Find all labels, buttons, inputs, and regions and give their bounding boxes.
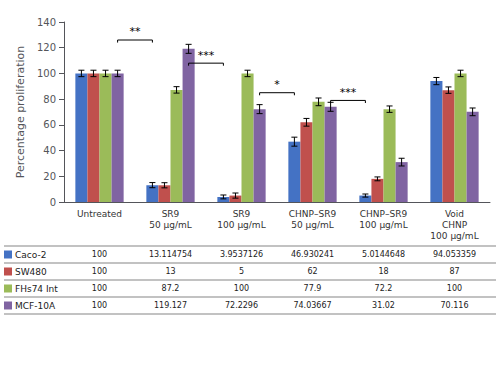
svg-text:72.2296: 72.2296 — [225, 301, 258, 310]
svg-text:MCF-10A: MCF-10A — [15, 301, 56, 311]
svg-text:100: 100 — [37, 68, 56, 79]
svg-text:87.2: 87.2 — [162, 284, 180, 293]
svg-text:SW480: SW480 — [15, 267, 47, 277]
svg-text:Percentage proliferation: Percentage proliferation — [14, 46, 27, 178]
svg-text:20: 20 — [43, 171, 56, 182]
svg-text:CHNP–SR9: CHNP–SR9 — [360, 209, 408, 219]
svg-text:FHs74 Int: FHs74 Int — [15, 284, 58, 294]
svg-text:50 μg/mL: 50 μg/mL — [149, 220, 192, 230]
svg-text:100: 100 — [234, 284, 249, 293]
svg-text:***: *** — [340, 86, 357, 99]
svg-text:46.930241: 46.930241 — [291, 250, 334, 259]
svg-text:72.2: 72.2 — [375, 284, 393, 293]
svg-text:13.114754: 13.114754 — [149, 250, 192, 259]
svg-text:CHNP: CHNP — [442, 220, 468, 230]
svg-text:3.9537126: 3.9537126 — [220, 250, 263, 259]
svg-text:100 μg/mL: 100 μg/mL — [359, 220, 407, 230]
svg-text:40: 40 — [43, 145, 56, 156]
svg-text:13: 13 — [165, 267, 175, 276]
svg-text:100: 100 — [92, 301, 107, 310]
svg-text:94.053359: 94.053359 — [433, 250, 476, 259]
svg-text:**: ** — [130, 25, 142, 38]
svg-text:***: *** — [198, 49, 215, 62]
svg-text:5: 5 — [239, 267, 244, 276]
svg-text:*: * — [274, 78, 280, 91]
svg-text:100 μg/mL: 100 μg/mL — [217, 220, 265, 230]
svg-text:120: 120 — [37, 42, 56, 53]
svg-text:80: 80 — [43, 94, 56, 105]
svg-text:31.02: 31.02 — [372, 301, 395, 310]
svg-text:70.116: 70.116 — [441, 301, 469, 310]
svg-text:77.9: 77.9 — [304, 284, 322, 293]
svg-text:100: 100 — [92, 250, 107, 259]
svg-text:87: 87 — [449, 267, 459, 276]
svg-text:100: 100 — [447, 284, 462, 293]
svg-text:119.127: 119.127 — [154, 301, 187, 310]
svg-text:18: 18 — [378, 267, 388, 276]
svg-text:5.0144648: 5.0144648 — [362, 250, 405, 259]
svg-text:140: 140 — [37, 17, 56, 28]
svg-text:100: 100 — [92, 267, 107, 276]
svg-text:Void: Void — [445, 209, 464, 219]
svg-text:50 μg/mL: 50 μg/mL — [291, 220, 334, 230]
svg-text:SR9: SR9 — [162, 209, 180, 219]
svg-text:62: 62 — [307, 267, 317, 276]
svg-text:SR9: SR9 — [233, 209, 251, 219]
svg-text:Untreated: Untreated — [77, 209, 122, 219]
svg-text:0: 0 — [50, 197, 56, 208]
svg-text:100 μg/mL: 100 μg/mL — [430, 231, 478, 241]
svg-text:74.03667: 74.03667 — [293, 301, 331, 310]
svg-text:100: 100 — [92, 284, 107, 293]
svg-text:60: 60 — [43, 119, 56, 130]
svg-text:CHNP–SR9: CHNP–SR9 — [289, 209, 337, 219]
svg-text:Caco-2: Caco-2 — [15, 250, 46, 260]
